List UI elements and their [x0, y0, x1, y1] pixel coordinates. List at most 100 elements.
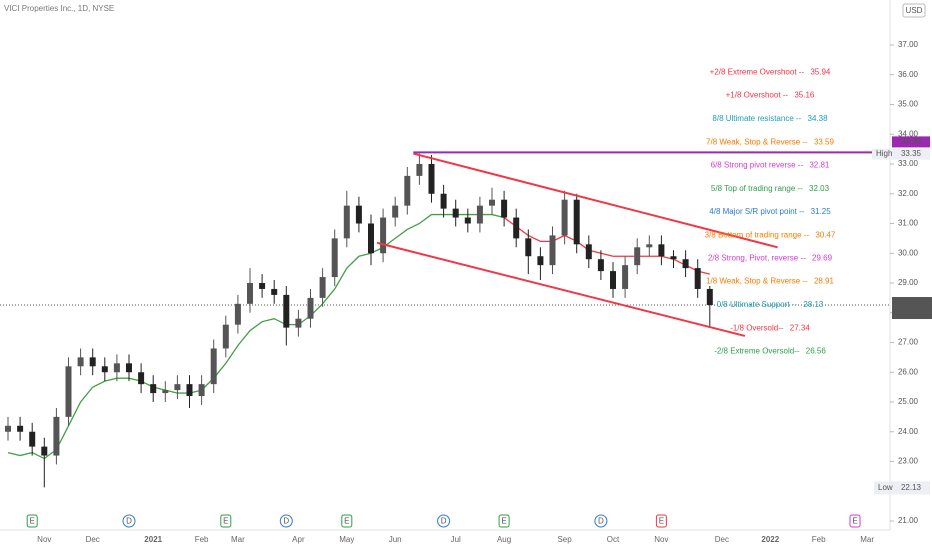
level-label: 3/8 Bottom of trading range -- 30.47	[705, 230, 836, 239]
x-tick-label: Oct	[607, 535, 620, 544]
countdown: 02:12:28	[895, 308, 927, 317]
candle-body	[53, 416, 60, 456]
level-value: 27.34	[790, 323, 811, 332]
level-name: 6/8 Strong pivot reverse --	[711, 161, 806, 170]
event-label: E	[852, 517, 857, 526]
candle-body	[186, 384, 193, 397]
level-value: 28.91	[814, 277, 835, 286]
candle-body	[561, 199, 568, 236]
y-tick-label: 35.00	[898, 100, 919, 109]
x-tick-label: Feb	[195, 535, 209, 544]
candle-body	[331, 238, 338, 278]
candle-body	[634, 247, 641, 266]
level-name: 2/8 Strong, Pivot, reverse --	[708, 254, 808, 263]
level-name: 3/8 Bottom of trading range --	[705, 230, 812, 239]
candle-body	[210, 348, 217, 385]
candle-body	[706, 288, 713, 306]
event-icon	[279, 514, 293, 528]
x-tick-label: Dec	[715, 535, 729, 544]
x-tick-label: Dec	[86, 535, 100, 544]
candle-body	[658, 244, 665, 257]
candle-body	[573, 199, 580, 245]
event-icon	[498, 514, 510, 528]
event-icon	[122, 514, 136, 528]
candle-body	[355, 205, 362, 224]
level-value: 30.47	[815, 230, 836, 239]
event-label: E	[659, 517, 664, 526]
candle-body	[222, 324, 229, 349]
level-label: 1/8 Weak, Stop & Reverse -- 28.91	[706, 277, 834, 286]
y-tick-label: 25.00	[898, 397, 919, 406]
candle-body	[392, 205, 399, 218]
low-label: Low	[878, 483, 893, 492]
y-tick-label: 27.00	[898, 338, 919, 347]
moving-average	[503, 217, 710, 275]
chart-title: VICI Properties Inc., 1D, NYSE	[4, 4, 114, 13]
high-label: High	[876, 149, 892, 158]
price-box-label: 33.39	[901, 137, 922, 146]
x-tick-label: Apr	[292, 535, 305, 544]
y-tick-label: 26.00	[898, 367, 919, 376]
candle-body	[319, 277, 326, 298]
event-label: E	[223, 517, 228, 526]
y-tick-label: 31.00	[898, 219, 919, 228]
candle-body	[549, 235, 556, 266]
event-icon	[341, 514, 353, 528]
last-value: 28.26	[901, 298, 922, 307]
level-label: 0/8 Ultimate Support -- 28.13	[717, 300, 824, 309]
y-tick-label: 21.00	[898, 516, 919, 525]
candle-body	[113, 363, 120, 373]
candle-body	[198, 384, 205, 397]
candle-body	[670, 256, 677, 260]
candle-body	[101, 366, 108, 373]
level-name: 0/8 Ultimate Support --	[717, 300, 800, 309]
candle-body	[404, 175, 411, 206]
level-label: 7/8 Weak, Stop & Reverse -- 33.59	[706, 138, 834, 147]
level-value: 26.56	[806, 347, 827, 356]
candle-body	[138, 372, 145, 385]
event-label: E	[344, 517, 349, 526]
level-name: 5/8 Top of trading range --	[711, 184, 805, 193]
level-label: 2/8 Strong, Pivot, reverse -- 29.69	[708, 254, 833, 263]
level-value: 32.81	[809, 161, 830, 170]
candle-body	[5, 425, 11, 432]
level-label: 8/8 Ultimate resistance -- 34.38	[712, 114, 828, 123]
candle-body	[489, 199, 495, 206]
candle-body	[41, 446, 48, 456]
y-tick-label: 29.00	[898, 278, 919, 287]
candle-body	[65, 366, 72, 417]
event-label: E	[30, 517, 35, 526]
event-label: D	[598, 517, 604, 526]
last-box	[892, 297, 932, 320]
candle-body	[610, 271, 616, 289]
event-icon	[594, 514, 608, 528]
event-icon	[26, 514, 38, 528]
currency-box	[902, 3, 926, 18]
candle-body	[150, 384, 157, 394]
level-value: 29.69	[812, 254, 833, 263]
x-tick-label: Jul	[451, 535, 461, 544]
candle-body	[537, 256, 544, 266]
y-tick-label: 33.00	[898, 159, 919, 168]
event-label: D	[441, 517, 447, 526]
high-box	[872, 148, 930, 160]
level-name: -2/8 Extreme Oversold--	[714, 347, 802, 356]
y-tick-label: 34.00	[898, 129, 919, 138]
event-icon	[437, 514, 451, 528]
level-value: 34.38	[808, 114, 829, 123]
y-tick-label: 24.00	[898, 427, 919, 436]
x-tick-label: Nov	[654, 535, 668, 544]
candle-body	[694, 268, 701, 289]
candle-body	[452, 208, 459, 218]
level-value: 35.94	[810, 68, 831, 77]
level-label: 5/8 Top of trading range -- 32.03	[711, 184, 830, 193]
candle-body	[295, 318, 302, 328]
level-label: -2/8 Extreme Oversold-- 26.56	[714, 347, 826, 356]
candle-body	[89, 357, 96, 367]
x-tick-label: Feb	[812, 535, 826, 544]
y-tick-label: 30.00	[898, 248, 919, 257]
event-label: E	[501, 517, 506, 526]
candle-body	[380, 217, 387, 254]
y-tick-label: 37.00	[898, 40, 919, 49]
level-label: +1/8 Overshoot -- 35.16	[726, 91, 815, 100]
